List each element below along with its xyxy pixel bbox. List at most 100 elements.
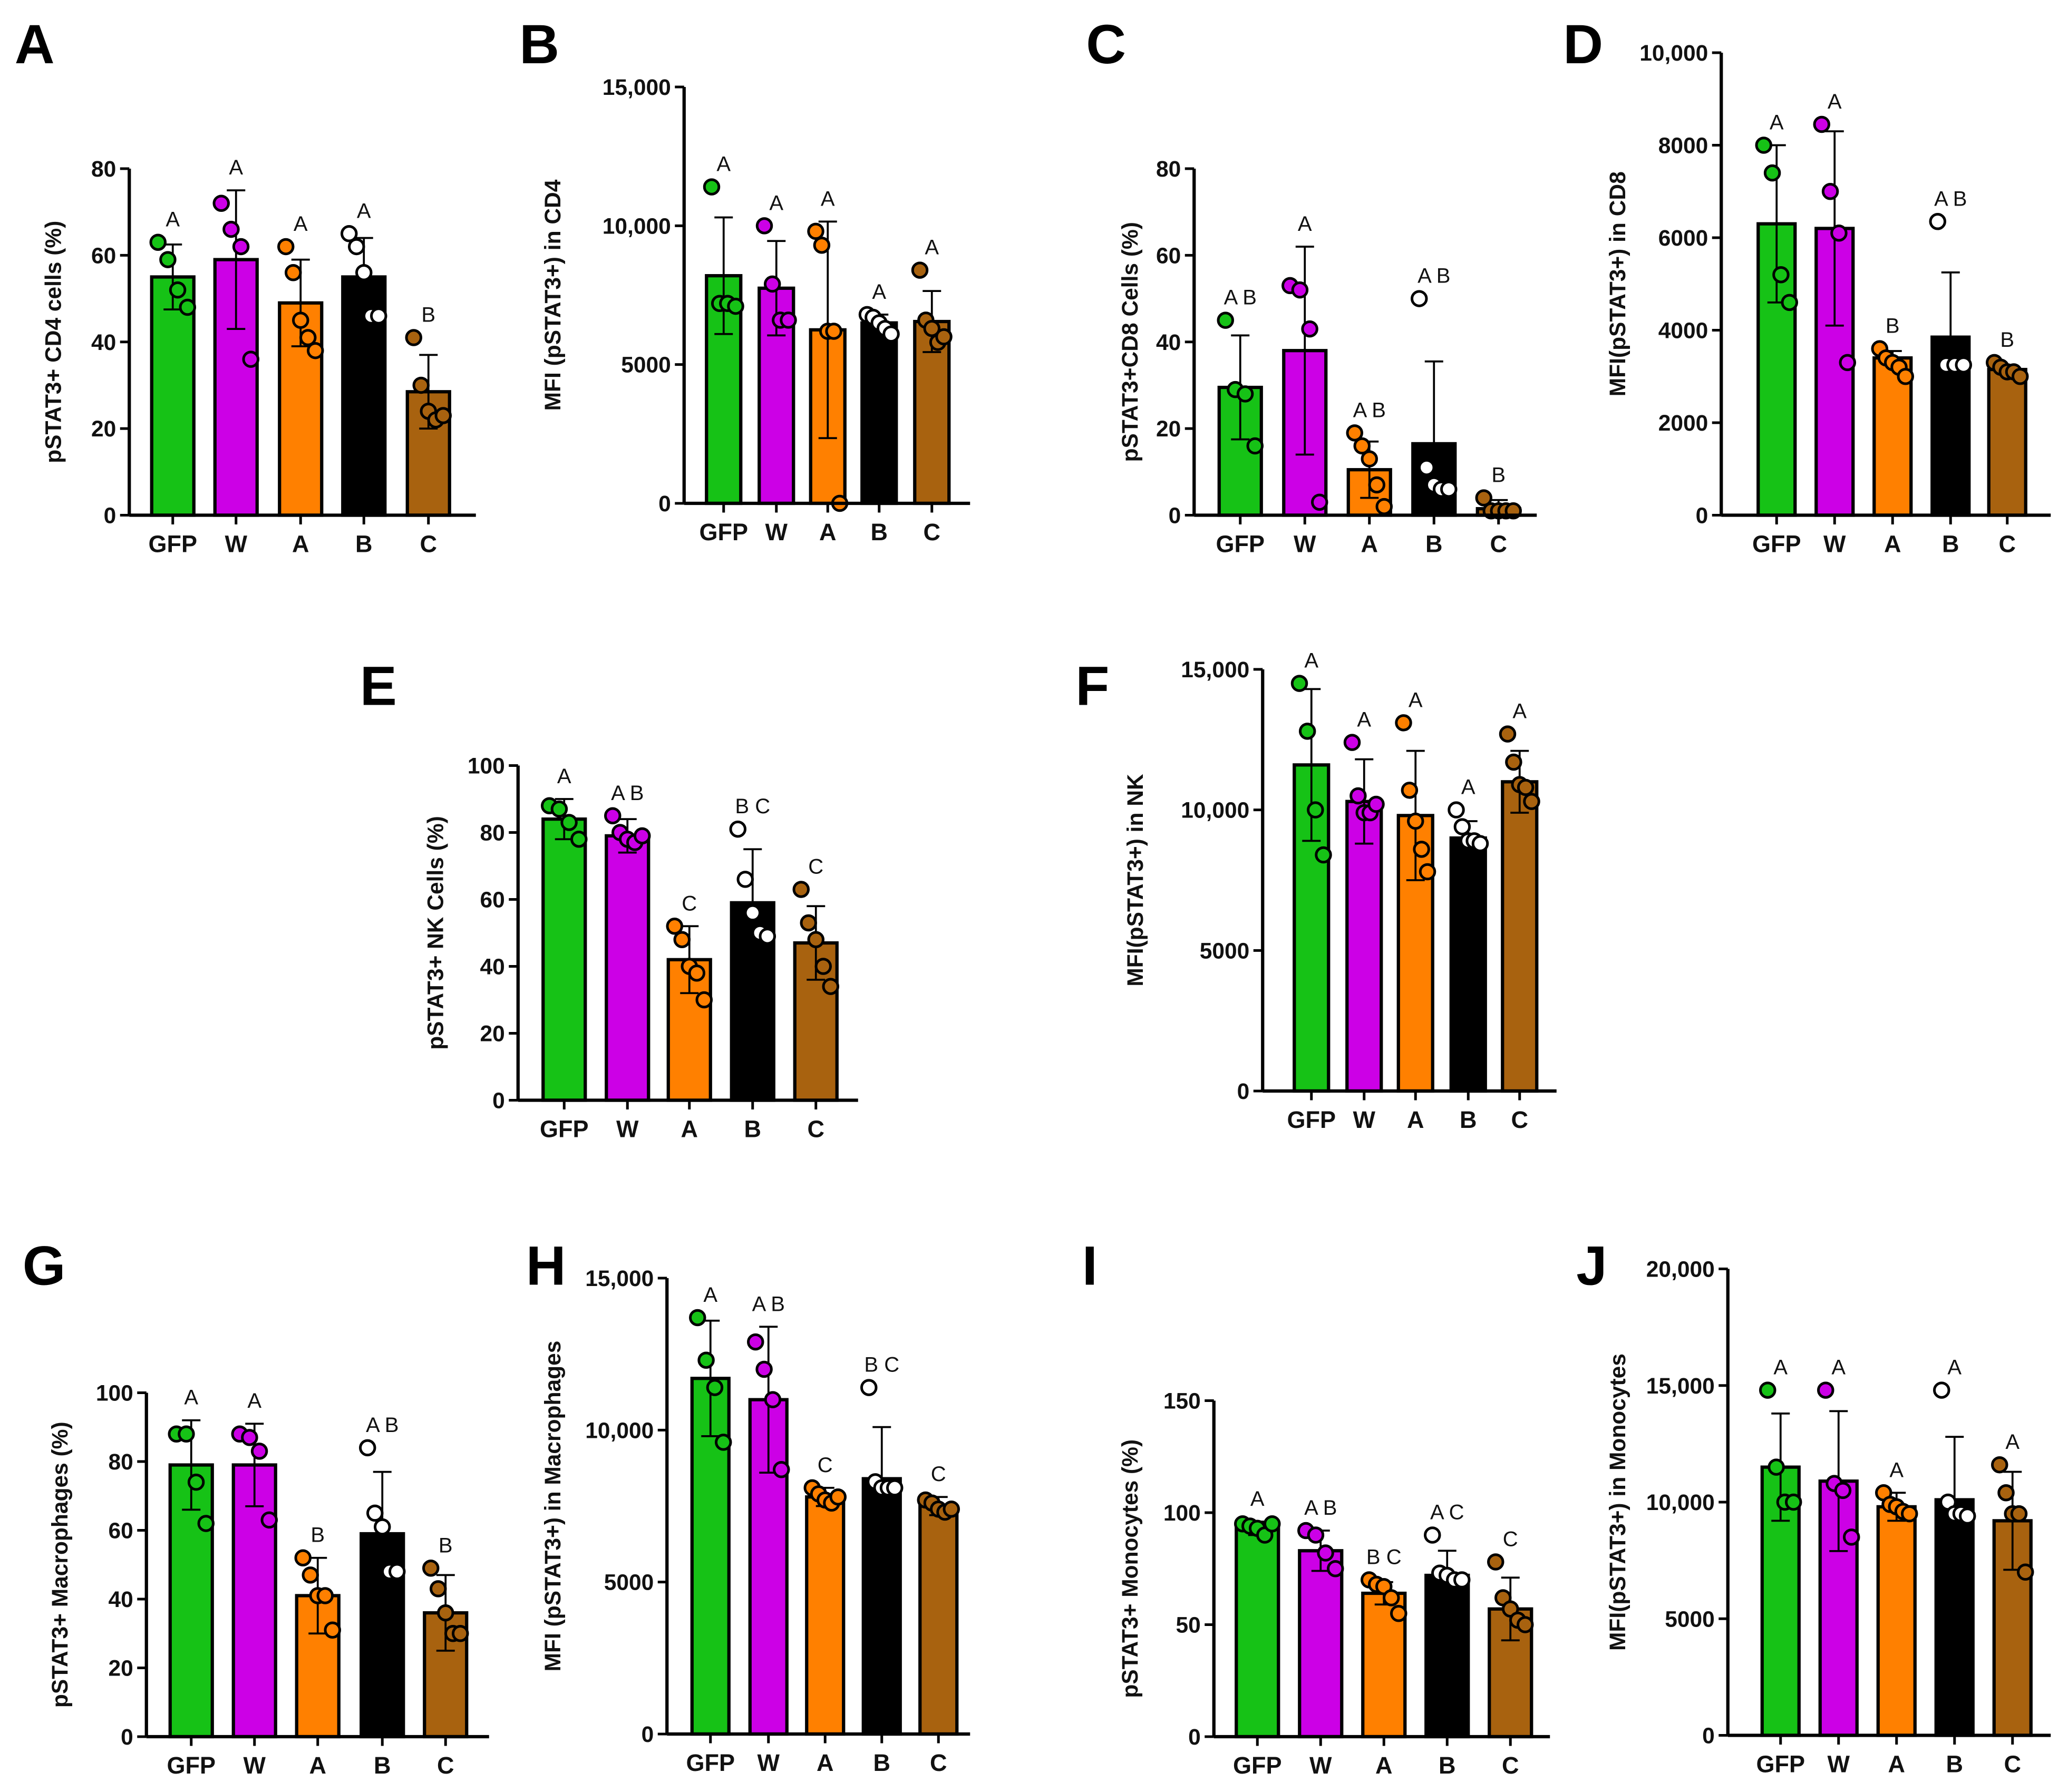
data-point (689, 1309, 706, 1327)
y-tick-label: 0 (1169, 504, 1181, 529)
significance-letter: A (1773, 1356, 1788, 1379)
data-point (374, 1518, 391, 1536)
data-point (347, 238, 365, 256)
significance-letter: A B (1934, 187, 1967, 210)
bar-c (918, 1504, 959, 1736)
x-tick-label: C (437, 1752, 454, 1779)
data-point (284, 264, 302, 281)
y-tick-label: 60 (108, 1519, 133, 1544)
y-tick-label: 2000 (1658, 411, 1708, 436)
data-point (1933, 1381, 1950, 1399)
x-tick-label: B (1425, 531, 1443, 558)
data-point (1411, 290, 1428, 307)
x-tick-label: B (1946, 1751, 1964, 1778)
significance-letter: B (421, 304, 435, 327)
y-tick-label: 5000 (1200, 939, 1250, 963)
data-point (1475, 489, 1493, 507)
significance-letter: B (2000, 328, 2014, 352)
panel-label: D (1563, 14, 1603, 75)
data-point (412, 376, 430, 394)
significance-letter: A B (366, 1414, 399, 1437)
x-tick-label: A (309, 1752, 327, 1779)
bar-a (1876, 1505, 1917, 1737)
significance-letter: B C (735, 795, 770, 818)
data-point (1768, 1458, 1785, 1476)
data-point (813, 236, 831, 254)
data-point (370, 307, 387, 325)
panel-label: F (1075, 656, 1109, 717)
data-point (1407, 812, 1424, 830)
data-point (755, 217, 773, 235)
significance-letter: B (1491, 464, 1506, 487)
y-tick-label: 8000 (1658, 134, 1708, 159)
x-tick-label: GFP (1233, 1752, 1282, 1779)
data-point (1217, 311, 1234, 329)
data-point (1955, 356, 1973, 374)
x-tick-label: A (681, 1116, 698, 1143)
x-tick-label: W (1294, 531, 1316, 558)
y-tick-label: 6000 (1658, 226, 1708, 251)
x-tick-label: GFP (148, 531, 197, 558)
data-point (1772, 266, 1790, 284)
y-tick-label: 15,000 (1181, 658, 1249, 683)
data-point (825, 323, 842, 340)
data-point (366, 1504, 384, 1522)
data-point (1264, 1515, 1281, 1533)
bar-gfp (541, 817, 587, 1102)
data-point (1327, 1560, 1344, 1577)
data-point (1291, 281, 1309, 299)
significance-letter: A (247, 1389, 261, 1413)
x-tick-label: W (244, 1752, 266, 1779)
y-tick-label: 20 (91, 417, 116, 442)
significance-letter: C (931, 1463, 946, 1486)
x-tick-label: C (420, 531, 438, 558)
x-tick-label: C (924, 519, 941, 546)
significance-letter: A B (611, 782, 644, 805)
data-point (695, 991, 713, 1009)
y-tick-label: 10,000 (603, 214, 671, 239)
y-axis-label: MFI (pSTAT3+) in Macrophages (541, 1341, 566, 1672)
x-tick-label: B (1460, 1106, 1477, 1133)
data-point (250, 1443, 268, 1460)
y-tick-label: 80 (91, 157, 116, 182)
data-point (727, 297, 744, 315)
y-axis-label: pSTAT3+ Monocytes (%) (1118, 1439, 1143, 1698)
x-tick-label: GFP (1756, 1751, 1805, 1778)
data-point (149, 233, 167, 251)
data-point (1343, 734, 1361, 751)
data-point (434, 407, 452, 424)
y-tick-label: 10,000 (1639, 41, 1708, 66)
data-point (187, 1473, 205, 1491)
data-point (1453, 1571, 1471, 1589)
data-point (792, 881, 810, 898)
data-point (437, 1604, 454, 1622)
y-tick-label: 10,000 (1181, 798, 1249, 823)
data-point (1390, 1605, 1407, 1622)
data-point (747, 1333, 764, 1351)
y-tick-label: 0 (658, 492, 671, 517)
y-tick-label: 80 (108, 1450, 133, 1475)
x-tick-label: GFP (1752, 531, 1801, 558)
significance-letter: A (769, 191, 783, 215)
bar-w (1298, 1549, 1344, 1739)
x-tick-label: A (1407, 1106, 1424, 1133)
data-point (1785, 1493, 1802, 1511)
data-point (241, 1429, 258, 1446)
significance-letter: A (229, 156, 243, 179)
x-tick-label: B (355, 531, 373, 558)
y-axis-label: pSTAT3+CD8 Cells (%) (1118, 222, 1143, 462)
y-axis-label: pSTAT3+ NK Cells (%) (423, 816, 448, 1050)
data-point (1929, 213, 1946, 230)
data-point (197, 1515, 215, 1532)
significance-letter: B (1886, 315, 1900, 338)
x-tick-label: W (1353, 1106, 1376, 1133)
chart-panel-f: F MFI(pSTAT3+) in NK A GFP A W A A A B A C 0 5000 10,0… (1075, 649, 1557, 1133)
x-tick-label: W (1828, 1751, 1850, 1778)
data-point (1368, 476, 1385, 494)
data-point (1246, 437, 1264, 455)
data-point (860, 1379, 878, 1396)
y-tick-label: 80 (1156, 157, 1181, 182)
significance-letter: A (1250, 1487, 1265, 1511)
data-point (729, 820, 746, 838)
